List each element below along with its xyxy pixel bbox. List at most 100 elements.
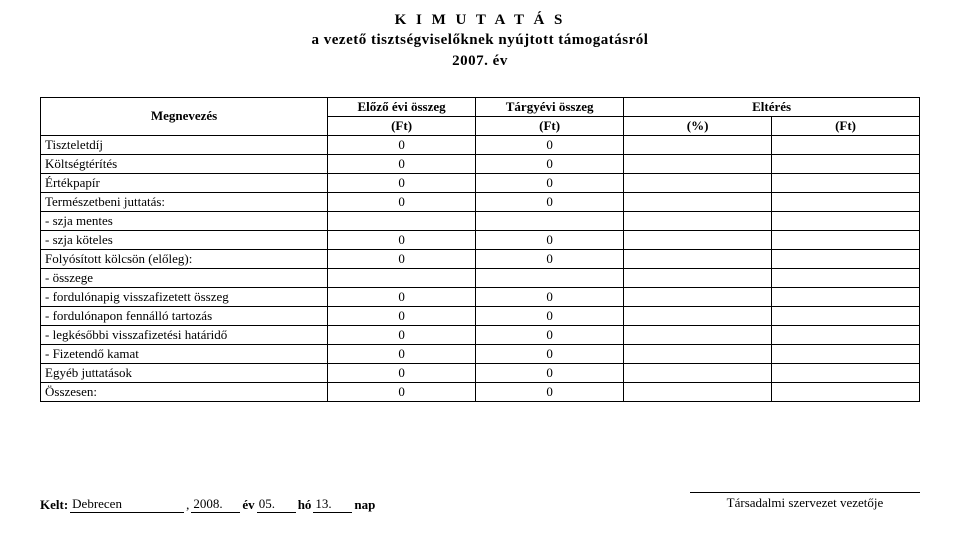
row-v1 (328, 211, 476, 230)
row-v1: 0 (328, 287, 476, 306)
table-row: Költségtérítés00 (41, 154, 920, 173)
row-label: Összesen: (41, 382, 328, 401)
signature-label: Társadalmi szervezet vezetője (690, 495, 920, 511)
row-v3 (624, 325, 772, 344)
row-v3 (624, 211, 772, 230)
row-v2: 0 (476, 363, 624, 382)
row-v1: 0 (328, 249, 476, 268)
row-v4 (772, 287, 920, 306)
row-v2: 0 (476, 192, 624, 211)
row-v1: 0 (328, 173, 476, 192)
row-v1 (328, 268, 476, 287)
row-v4 (772, 230, 920, 249)
row-v4 (772, 249, 920, 268)
row-v3 (624, 287, 772, 306)
row-v3 (624, 192, 772, 211)
title-line-1: K I M U T A T Á S (40, 10, 920, 30)
row-v2 (476, 268, 624, 287)
row-v2: 0 (476, 135, 624, 154)
hdr-ft-2: (Ft) (476, 116, 624, 135)
row-v1: 0 (328, 344, 476, 363)
title-line-2: a vezető tisztségviselőknek nyújtott tám… (40, 30, 920, 50)
hdr-elteres: Eltérés (624, 97, 920, 116)
row-v4 (772, 325, 920, 344)
row-label: - legkésőbbi visszafizetési határidő (41, 325, 328, 344)
table-row: - fordulónapig visszafizetett összeg00 (41, 287, 920, 306)
day-value: 13. (313, 496, 352, 513)
row-v2: 0 (476, 230, 624, 249)
row-v2: 0 (476, 325, 624, 344)
table-row: Egyéb juttatások00 (41, 363, 920, 382)
row-v1: 0 (328, 154, 476, 173)
row-v3 (624, 230, 772, 249)
footer: Kelt: Debrecen , 2008. év 05. hó 13. nap… (40, 496, 920, 513)
row-label: Értékpapír (41, 173, 328, 192)
row-v2: 0 (476, 306, 624, 325)
hdr-pct: (%) (624, 116, 772, 135)
table-row: - összege (41, 268, 920, 287)
row-v3 (624, 363, 772, 382)
title-block: K I M U T A T Á S a vezető tisztségvisel… (40, 10, 920, 71)
row-label: - összege (41, 268, 328, 287)
row-label: Költségtérítés (41, 154, 328, 173)
row-v1: 0 (328, 306, 476, 325)
row-v3 (624, 306, 772, 325)
row-v2 (476, 211, 624, 230)
kelt-label: Kelt: (40, 497, 68, 513)
signature-block: Társadalmi szervezet vezetője (690, 492, 920, 511)
row-v4 (772, 192, 920, 211)
row-v1: 0 (328, 382, 476, 401)
row-v4 (772, 135, 920, 154)
row-v4 (772, 382, 920, 401)
row-v4 (772, 306, 920, 325)
row-label: - fordulónapon fennálló tartozás (41, 306, 328, 325)
row-label: - szja köteles (41, 230, 328, 249)
month-value: 05. (257, 496, 296, 513)
row-v2: 0 (476, 173, 624, 192)
row-label: Tiszteletdíj (41, 135, 328, 154)
row-v3 (624, 344, 772, 363)
comma: , (186, 497, 189, 513)
ho-label: hó (298, 497, 312, 513)
table-row: - Fizetendő kamat00 (41, 344, 920, 363)
data-table: Megnevezés Előző évi összeg Tárgyévi öss… (40, 97, 920, 402)
row-v1: 0 (328, 363, 476, 382)
table-row: Folyósított kölcsön (előleg):00 (41, 249, 920, 268)
row-label: - Fizetendő kamat (41, 344, 328, 363)
row-v2: 0 (476, 154, 624, 173)
header-row-1: Megnevezés Előző évi összeg Tárgyévi öss… (41, 97, 920, 116)
row-v3 (624, 173, 772, 192)
row-v1: 0 (328, 230, 476, 249)
row-label: Folyósított kölcsön (előleg): (41, 249, 328, 268)
city-value: Debrecen (70, 496, 184, 513)
title-line-3: 2007. év (40, 51, 920, 71)
hdr-ft-3: (Ft) (772, 116, 920, 135)
row-v1: 0 (328, 135, 476, 154)
row-v3 (624, 154, 772, 173)
year-value: 2008. (191, 496, 240, 513)
table-row: Összesen:00 (41, 382, 920, 401)
table-row: - legkésőbbi visszafizetési határidő00 (41, 325, 920, 344)
row-v4 (772, 344, 920, 363)
table-row: Tiszteletdíj00 (41, 135, 920, 154)
row-v2: 0 (476, 287, 624, 306)
row-v4 (772, 154, 920, 173)
row-v3 (624, 249, 772, 268)
table-row: - fordulónapon fennálló tartozás00 (41, 306, 920, 325)
row-v1: 0 (328, 192, 476, 211)
row-v2: 0 (476, 249, 624, 268)
row-v1: 0 (328, 325, 476, 344)
row-label: Egyéb juttatások (41, 363, 328, 382)
hdr-targy: Tárgyévi összeg (476, 97, 624, 116)
row-label: Természetbeni juttatás: (41, 192, 328, 211)
table-row: - szja mentes (41, 211, 920, 230)
table-row: Természetbeni juttatás:00 (41, 192, 920, 211)
row-v2: 0 (476, 344, 624, 363)
nap-label: nap (354, 497, 375, 513)
row-v4 (772, 268, 920, 287)
hdr-elozo: Előző évi összeg (328, 97, 476, 116)
row-v3 (624, 382, 772, 401)
hdr-megnevezes: Megnevezés (41, 97, 328, 135)
row-label: - szja mentes (41, 211, 328, 230)
ev-label: év (242, 497, 254, 513)
